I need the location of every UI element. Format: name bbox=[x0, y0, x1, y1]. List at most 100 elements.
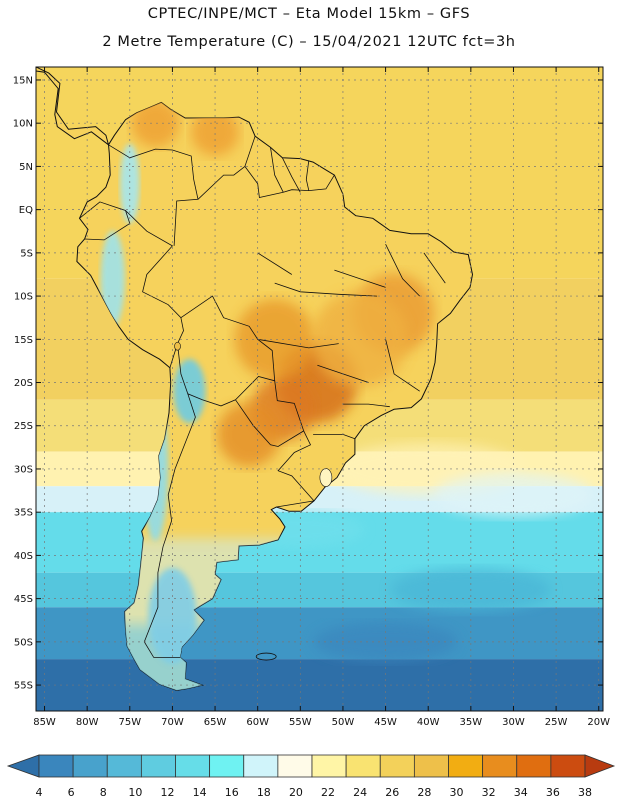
lon-tick-label: 65W bbox=[204, 717, 227, 728]
lon-tick-label: 35W bbox=[460, 717, 483, 728]
lat-tick-label: EQ bbox=[19, 205, 33, 216]
lat-tick-label: 55S bbox=[14, 681, 33, 692]
colorbar-swatch bbox=[140, 754, 176, 778]
colorbar-label: 20 bbox=[289, 786, 303, 799]
lat-tick-label: 15S bbox=[14, 335, 33, 346]
lon-tick-label: 30W bbox=[502, 717, 525, 728]
south-america-landmass bbox=[36, 67, 474, 691]
lat-tick-label: 5N bbox=[19, 162, 33, 173]
map-title-line1: CPTEC/INPE/MCT – Eta Model 15km – GFS bbox=[147, 6, 471, 22]
lon-tick-label: 40W bbox=[417, 717, 440, 728]
lat-tick-label: 10S bbox=[14, 292, 33, 303]
border-line bbox=[282, 157, 301, 193]
colorbar-swatch bbox=[106, 754, 142, 778]
colorbar-label: 12 bbox=[160, 786, 174, 799]
colorbar-label: 24 bbox=[353, 786, 367, 799]
lon-tick-label: 80W bbox=[76, 717, 99, 728]
colorbar-label: 4 bbox=[36, 786, 43, 799]
map-frame bbox=[35, 66, 604, 712]
border-line bbox=[108, 144, 199, 246]
lat-tick-label: 10N bbox=[13, 119, 33, 130]
hot-spot bbox=[217, 402, 282, 467]
lat-tick-label: 45S bbox=[14, 594, 33, 605]
hot-spot bbox=[191, 107, 240, 156]
colorbar-swatch bbox=[209, 754, 245, 778]
border-line bbox=[197, 166, 246, 200]
colorbar: 4 6 8 10 12 14 16 18 20 22 24 26 28 30 32 34 36 38 bbox=[6, 754, 616, 799]
colorbar-left-arrow bbox=[6, 754, 40, 778]
colorbar-swatch bbox=[379, 754, 415, 778]
border-line bbox=[235, 380, 305, 447]
colorbar-label: 22 bbox=[321, 786, 335, 799]
border-line bbox=[385, 244, 420, 297]
longitude-axis: 85W 80W 75W 70W 65W 60W 55W 50W 45W 40W 35W 30W 25W 2… bbox=[33, 67, 610, 728]
lagoa-dos-patos bbox=[319, 468, 333, 487]
colorbar-label: 10 bbox=[128, 786, 142, 799]
colorbar-label: 30 bbox=[450, 786, 464, 799]
lon-tick-label: 75W bbox=[118, 717, 141, 728]
border-line bbox=[342, 403, 390, 408]
colorbar-label: 14 bbox=[193, 786, 207, 799]
map-title-line2: 2 Metre Temperature (C) – 15/04/2021 12U… bbox=[102, 34, 516, 50]
colorbar-swatch bbox=[448, 754, 484, 778]
lat-tick-label: 15N bbox=[13, 75, 33, 86]
colorbar-label: 18 bbox=[257, 786, 271, 799]
colorbar-label: 26 bbox=[385, 786, 399, 799]
border-line bbox=[277, 430, 315, 502]
lon-tick-label: 85W bbox=[33, 717, 56, 728]
border-line bbox=[385, 339, 420, 392]
border-line bbox=[177, 295, 276, 407]
colorbar-swatch bbox=[345, 754, 381, 778]
country-borders bbox=[79, 136, 446, 661]
colorbar-label: 36 bbox=[546, 786, 560, 799]
hot-spot bbox=[234, 299, 315, 380]
colorbar-swatch bbox=[243, 754, 279, 778]
lake-titicaca bbox=[174, 341, 181, 351]
colorbar-right-arrow bbox=[584, 754, 616, 778]
lon-tick-label: 70W bbox=[161, 717, 184, 728]
lon-tick-label: 45W bbox=[374, 717, 397, 728]
lat-tick-label: 30S bbox=[14, 464, 33, 475]
colorbar-swatch bbox=[550, 754, 586, 778]
colorbar-label: 6 bbox=[68, 786, 75, 799]
andes-cool-zone bbox=[120, 143, 140, 224]
lat-tick-label: 25S bbox=[14, 421, 33, 432]
lat-tick-label: 20S bbox=[14, 378, 33, 389]
colorbar-label: 32 bbox=[482, 786, 496, 799]
colorbar-swatch bbox=[277, 754, 313, 778]
border-line bbox=[125, 210, 184, 368]
colorbar-swatch bbox=[482, 754, 518, 778]
colorbar-swatch bbox=[413, 754, 449, 778]
lon-tick-label: 20W bbox=[587, 717, 610, 728]
border-line bbox=[423, 252, 446, 284]
border-line bbox=[274, 282, 378, 297]
colorbar-swatch bbox=[38, 754, 74, 778]
hot-spot bbox=[131, 102, 180, 148]
colorbar-swatch bbox=[311, 754, 347, 778]
lon-tick-label: 25W bbox=[545, 717, 568, 728]
lat-tick-label: 5S bbox=[20, 248, 33, 259]
latitude-axis: 15N 10N 5N EQ 5S 10S 15S 20S 25S 30S 35S 40S 45S 50S 5… bbox=[13, 75, 603, 692]
falkland-islands bbox=[255, 652, 277, 661]
lon-tick-label: 60W bbox=[246, 717, 269, 728]
colorbar-swatch bbox=[516, 754, 552, 778]
ocean-band bbox=[36, 607, 603, 660]
colorbar-label: 38 bbox=[578, 786, 592, 799]
colorbar-label: 16 bbox=[225, 786, 239, 799]
andes-cool-zone bbox=[148, 567, 197, 664]
colorbar-label: 28 bbox=[417, 786, 431, 799]
lat-lon-grid bbox=[36, 67, 603, 711]
plot-area bbox=[36, 67, 603, 711]
border-line bbox=[257, 338, 339, 349]
lon-tick-label: 50W bbox=[332, 717, 355, 728]
border-line bbox=[270, 147, 284, 193]
lat-tick-label: 35S bbox=[14, 508, 33, 519]
colorbar-swatch bbox=[175, 754, 211, 778]
lat-tick-label: 50S bbox=[14, 637, 33, 648]
border-line bbox=[276, 500, 315, 508]
lon-tick-label: 55W bbox=[289, 717, 312, 728]
colorbar-label: 34 bbox=[514, 786, 528, 799]
andes-cool-zone bbox=[173, 359, 206, 424]
colorbar-label: 8 bbox=[100, 786, 107, 799]
